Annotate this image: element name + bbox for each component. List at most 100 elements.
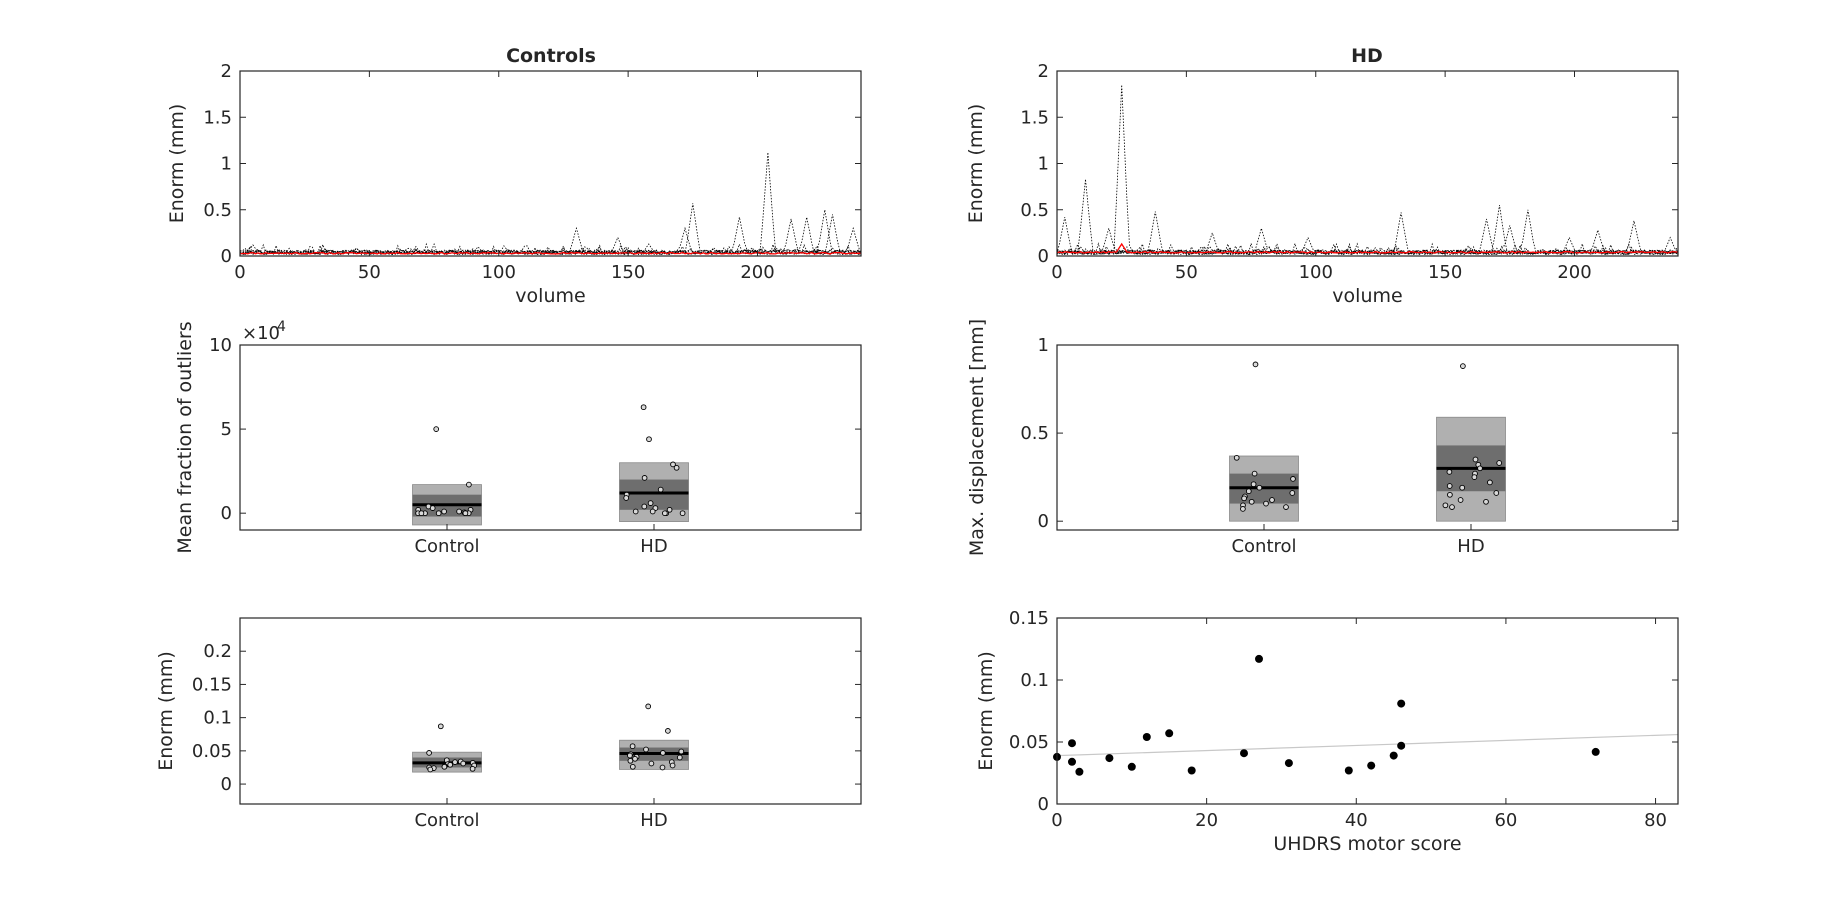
subject-point [1241,495,1247,502]
plot-area [240,345,861,530]
subject-point [1290,476,1296,482]
x-category-label: Control [414,536,479,557]
outlier-fraction-box-panel: Control HD 0 5 10 Mean fraction of outliers ×1… [174,319,862,557]
uhdrs-enorm-scatter-panel: 0 0.05 0.1 0.15 Enorm (mm) 0 20 40 60 80 UHDRS mot… [975,608,1679,855]
x-tick-label: 50 [1175,262,1198,283]
subject-point [643,746,649,753]
subject-point [678,748,685,755]
y-tick-label: 1 [1038,335,1049,356]
subject-point [647,500,654,506]
x-tick-label: 40 [1345,810,1368,831]
y-tick-label: 1 [221,154,232,175]
subject-point [418,510,425,517]
y-tick-label: 0.5 [1020,423,1049,444]
subject-point [670,461,676,468]
subject-point [435,510,442,517]
subject-point [1483,498,1489,505]
subject-point [427,766,434,773]
subject-point [456,508,462,515]
subject-point [426,750,432,756]
y-tick-label: 1.5 [203,107,232,128]
scatter-point [1397,699,1406,708]
scatter-frame [1056,617,1679,805]
hd-enorm-timeseries-panel: 0 0.5 1 1.5 2 Enorm (mm) 0 50 100 150 200 volume [965,61,1679,307]
y-tick-label: 0.1 [203,708,232,729]
x-axis-label: volume [1332,285,1402,307]
x-category-label: Control [1231,536,1296,557]
x-axis-label: UHDRS motor score [1273,833,1461,855]
subject-point [629,763,636,770]
subject-point [460,760,467,767]
y-tick-label: 0.5 [203,200,232,221]
y-axis-label: Enorm (mm) [975,651,997,771]
subject-point [1252,361,1259,368]
subject-point [1263,500,1269,507]
x-tick-label: 150 [611,262,645,283]
scatter-point [1240,749,1248,758]
subject-point [447,761,454,768]
plot-area [240,71,861,256]
scatter-point [1389,751,1398,760]
subject-point [627,757,634,764]
subject-point [1457,497,1464,503]
subject-point [1283,504,1289,510]
x-category-label: Control [414,810,479,831]
plot-area [1057,618,1678,804]
scatter-point [1127,762,1136,771]
x-tick-label: 0 [234,262,245,283]
plot-area [1057,71,1678,256]
x-tick-label: 60 [1494,810,1517,831]
y-tick-label: 10 [209,335,232,356]
subject-point [1248,498,1255,505]
subject-point [452,759,458,765]
subject-point [666,506,673,513]
subject-point [645,703,652,710]
subject-point [646,436,652,443]
y-axis-label: Enorm (mm) [965,104,987,224]
x-category-label: HD [640,536,667,557]
x-tick-label: 100 [1299,262,1333,283]
y-tick-label: 1 [1038,154,1049,175]
sd-band [619,479,689,510]
subject-point [627,752,633,759]
subject-point [649,508,656,515]
x-tick-label: 150 [1428,262,1462,283]
subject-point [1250,481,1257,488]
controls-title: Controls [506,45,596,67]
subject-point [1459,484,1466,491]
subject-point [673,464,680,471]
y-tick-label: 0 [1038,511,1049,532]
scatter-point [1591,747,1600,756]
subject-point [1493,490,1500,496]
x-tick-label: 200 [1557,262,1591,283]
subject-point [659,764,666,771]
subject-point [1446,469,1453,475]
plot-area [240,618,861,804]
y-axis-label: Enorm (mm) [155,651,177,771]
subject-point [665,728,671,734]
x-tick-label: 20 [1195,810,1218,831]
scatter-point [1105,754,1114,763]
scatter-point [1165,729,1174,738]
enorm-box-panel: Control HD 0 0.05 0.1 0.15 0.2 Enorm (mm) [155,617,862,831]
scatter-point [1344,766,1353,775]
subject-point [657,486,664,493]
subject-point [441,508,447,515]
subject-point [1256,484,1263,491]
subject-point [632,755,638,762]
subject-point [1269,497,1275,503]
subject-point [1442,502,1449,509]
scatter-point [1142,733,1151,741]
x-axis-label: volume [515,285,585,307]
subject-point [641,503,648,510]
y-tick-label: 5 [221,419,232,440]
y-scale-multiplier: ×10 [242,323,280,344]
y-scale-exponent: -4 [272,319,286,335]
y-tick-label: 0 [1038,794,1049,815]
subject-point [466,481,472,488]
subject-point [1487,479,1493,486]
x-tick-label: 0 [1051,262,1062,283]
y-tick-label: 0.05 [192,741,232,762]
y-tick-label: 2 [1038,61,1049,82]
y-axis-label: Enorm (mm) [166,104,188,224]
